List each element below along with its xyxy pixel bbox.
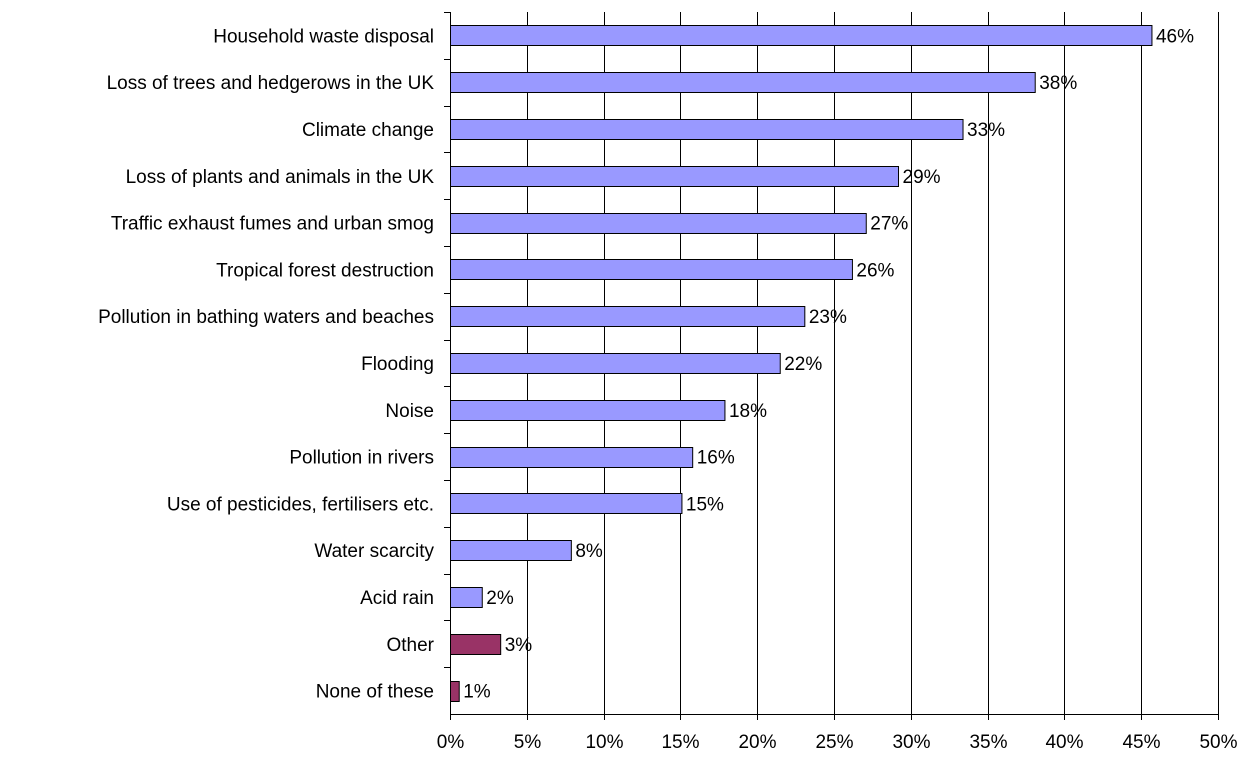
category-label: Pollution in rivers xyxy=(289,448,434,469)
bar xyxy=(450,72,1036,93)
category-label: Household waste disposal xyxy=(213,26,434,47)
x-tick-label: 45% xyxy=(1122,732,1160,753)
x-tick-label: 10% xyxy=(585,732,623,753)
x-tick-label: 50% xyxy=(1199,732,1237,753)
data-label: 38% xyxy=(1039,73,1077,94)
bar xyxy=(450,213,867,234)
x-tick-label: 30% xyxy=(892,732,930,753)
bar xyxy=(450,353,781,374)
data-label: 1% xyxy=(463,682,491,703)
category-label: Use of pesticides, fertilisers etc. xyxy=(167,494,434,515)
bar xyxy=(450,634,502,655)
bar xyxy=(450,259,853,280)
data-label: 15% xyxy=(686,494,724,515)
data-label: 23% xyxy=(809,307,847,328)
data-label: 3% xyxy=(505,635,533,656)
data-label: 33% xyxy=(967,120,1005,141)
bar xyxy=(450,681,460,702)
category-label: Other xyxy=(386,635,434,656)
labels: 0% 5% 10% 15% 20% 25% 30% 35% 40% 45% 50% Household… xyxy=(98,26,1238,753)
category-label: Loss of trees and hedgerows in the UK xyxy=(107,73,435,94)
data-label: 26% xyxy=(856,260,894,281)
data-label: 22% xyxy=(784,354,822,375)
axes xyxy=(444,12,1219,720)
category-label: Traffic exhaust fumes and urban smog xyxy=(111,214,434,235)
bar xyxy=(450,119,964,140)
bar xyxy=(450,166,900,187)
category-label: Climate change xyxy=(302,120,434,141)
data-label: 2% xyxy=(486,588,514,609)
data-label: 8% xyxy=(575,541,603,562)
data-label: 18% xyxy=(729,401,767,422)
bar xyxy=(450,447,694,468)
x-tick-label: 25% xyxy=(815,732,853,753)
data-label: 29% xyxy=(903,167,941,188)
x-tick-label: 35% xyxy=(969,732,1007,753)
category-label: None of these xyxy=(316,682,434,703)
bar xyxy=(450,400,726,421)
category-label: Water scarcity xyxy=(314,541,434,562)
bar xyxy=(450,587,483,608)
x-tick-label: 0% xyxy=(437,732,465,753)
x-tick-label: 40% xyxy=(1045,732,1083,753)
bar xyxy=(450,25,1153,46)
data-label: 16% xyxy=(697,448,735,469)
data-label: 46% xyxy=(1156,26,1194,47)
category-label: Tropical forest destruction xyxy=(216,260,434,281)
x-tick-label: 15% xyxy=(661,732,699,753)
x-tick-label: 5% xyxy=(514,732,542,753)
bars xyxy=(450,25,1153,702)
category-label: Acid rain xyxy=(360,588,434,609)
x-tick-label: 20% xyxy=(738,732,776,753)
category-label: Loss of plants and animals in the UK xyxy=(126,167,435,188)
bar xyxy=(450,493,683,514)
bar xyxy=(450,540,572,561)
category-label: Flooding xyxy=(361,354,434,375)
category-label: Noise xyxy=(385,401,434,422)
data-label: 27% xyxy=(870,214,908,235)
category-label: Pollution in bathing waters and beaches xyxy=(98,307,434,328)
bar xyxy=(450,306,806,327)
